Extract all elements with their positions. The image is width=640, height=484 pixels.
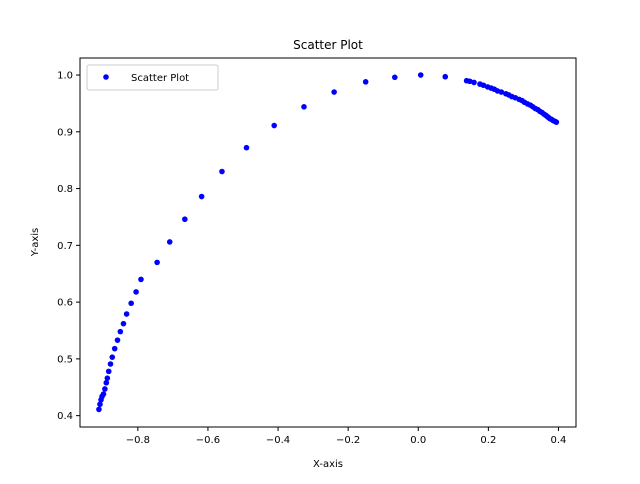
scatter-point: [166, 239, 173, 245]
scatter-point: [498, 89, 505, 95]
scatter-point: [480, 82, 487, 89]
scatter-point: [417, 72, 424, 78]
scatter-point: [553, 119, 560, 125]
scatter-point: [109, 354, 116, 360]
scatter-point: [97, 401, 103, 408]
y-tick-label: 0.8: [57, 184, 73, 195]
plot-frame: [79, 57, 577, 428]
scatter-point: [243, 144, 250, 151]
points-layer: [96, 72, 560, 413]
scatter-point: [466, 78, 473, 85]
x-tick-label: 0.0: [410, 435, 426, 446]
scatter-point: [182, 216, 188, 223]
scatter-point: [219, 168, 225, 175]
y-tick-label: 0.9: [57, 127, 73, 138]
scatter-point: [331, 89, 337, 95]
legend-entry-label: Scatter Plot: [131, 73, 189, 84]
scatter-point: [103, 379, 110, 386]
scatter-point: [104, 375, 111, 381]
y-ticks: 0.4 0.5 0.6 0.7 0.8 0.9 1.0: [57, 71, 80, 422]
y-tick-label: 0.6: [57, 298, 73, 309]
scatter-point: [96, 406, 102, 413]
legend: Scatter Plot: [86, 64, 219, 91]
legend-box: [86, 64, 219, 91]
scatter-point: [120, 320, 127, 327]
y-tick-label: 0.5: [57, 354, 73, 365]
scatter-point: [133, 289, 139, 295]
scatter-point: [105, 368, 112, 375]
x-ticks: −0.8 −0.6 −0.4 −0.2 0.0 0.2 0.4: [126, 427, 567, 446]
x-tick-label: −0.8: [126, 435, 150, 446]
y-tick-label: 0.4: [57, 411, 73, 422]
x-tick-label: −0.2: [336, 435, 360, 446]
scatter-point: [102, 386, 108, 392]
x-tick-label: 0.2: [480, 435, 496, 446]
scatter-point: [271, 122, 277, 129]
scatter-point: [138, 276, 144, 283]
scatter-point: [391, 74, 398, 81]
scatter-point: [117, 328, 124, 335]
y-tick-label: 0.7: [57, 241, 73, 252]
scatter-point: [107, 361, 114, 367]
scatter-point: [114, 337, 121, 343]
scatter-point: [100, 391, 107, 397]
scatter-point: [471, 79, 477, 86]
x-tick-label: −0.4: [266, 435, 290, 446]
x-tick-label: 0.4: [551, 435, 567, 446]
scatter-point: [123, 311, 130, 317]
chart-title: Scatter Plot: [293, 38, 363, 52]
y-tick-label: 1.0: [57, 71, 73, 82]
legend-marker: [103, 74, 109, 80]
scatter-point: [111, 345, 118, 352]
y-axis-label: Y-axis: [30, 228, 41, 258]
scatter-point: [442, 73, 449, 80]
scatter-point: [154, 259, 160, 266]
x-tick-label: −0.6: [196, 435, 220, 446]
scatter-point: [198, 193, 205, 200]
scatter-point: [301, 104, 307, 110]
x-axis-label: X-axis: [313, 459, 343, 470]
scatter-point: [128, 300, 134, 307]
scatter-point: [362, 79, 369, 85]
